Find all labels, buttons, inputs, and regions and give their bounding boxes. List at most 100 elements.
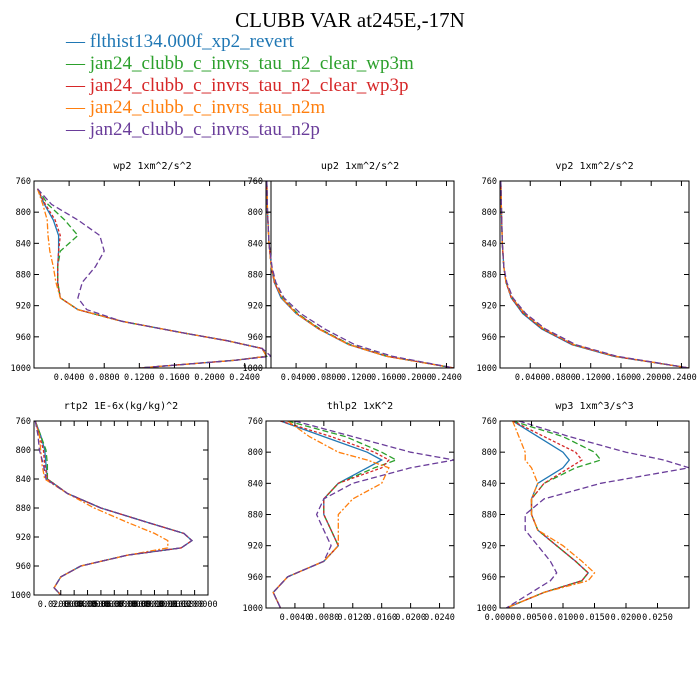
x-tick-label: 0.0900000 (131, 600, 177, 610)
series-line (266, 181, 454, 368)
y-tick-label: 1000 (477, 604, 497, 614)
plot-frame (33, 180, 272, 369)
x-tick-label: 0.2400 (229, 373, 260, 383)
y-tick-label: 1000 (243, 364, 263, 374)
x-tick-label: 0.1100000 (158, 600, 204, 610)
series-line (266, 181, 454, 368)
panel-title: up2 1xm^2/s^2 (321, 161, 399, 172)
y-tick-label: 800 (248, 448, 263, 458)
series-line (500, 181, 689, 368)
legend-label: jan24_clubb_c_invrs_tau_n2m (89, 97, 326, 118)
y-tick-label: 920 (248, 302, 263, 312)
x-tick-label: 0.0200 (611, 613, 642, 623)
x-tick-label: 0.2400 (431, 373, 462, 383)
y-tick-label: 920 (16, 302, 31, 312)
y-tick-label: 800 (482, 448, 497, 458)
series-line (500, 181, 689, 368)
series-line (36, 188, 268, 368)
series-line (506, 421, 590, 608)
x-tick-label: 0.0800 (89, 373, 120, 383)
series-line (34, 421, 193, 595)
x-tick-label: 0.1200 (575, 373, 606, 383)
x-tick-label: 0.0800 (311, 373, 342, 383)
legend-label: jan24_clubb_c_invrs_tau_n2p (89, 119, 320, 140)
chart-panel: rtp2 1E-6x(kg/kg)^2 760 800 840 880 920 960 100… (11, 401, 218, 610)
series-line (505, 421, 689, 608)
y-tick-label: 920 (248, 542, 263, 552)
legend-item: — jan24_clubb_c_invrs_tau_n2_clear_wp3m (66, 53, 414, 75)
legend-item: — jan24_clubb_c_invrs_tau_n2_clear_wp3p (66, 75, 414, 97)
y-tick-label: 880 (482, 271, 497, 281)
series-line (272, 421, 390, 608)
x-tick-label: 0.0200000 (38, 600, 84, 610)
x-tick-label: 0.0160 (366, 613, 397, 623)
y-tick-label: 760 (16, 417, 31, 427)
x-tick-label: 0.1600 (159, 373, 190, 383)
x-tick-label: 0.1200 (124, 373, 155, 383)
y-tick-label: 760 (482, 177, 497, 187)
x-tick-label: 0.1600 (371, 373, 402, 383)
x-tick-label: 0.0400 (515, 373, 546, 383)
chart-panel: wp2 1xm^2/s^2 760 800 840 880 920 960 1000 0.040… (11, 161, 272, 383)
y-tick-label: 960 (482, 573, 497, 583)
legend-swatch: — (66, 53, 90, 74)
y-tick-label: 960 (16, 333, 31, 343)
y-tick-label: 960 (482, 333, 497, 343)
x-tick-label: 0.0400 (281, 373, 312, 383)
y-tick-label: 800 (482, 208, 497, 218)
series-line (506, 421, 602, 608)
x-tick-label: 0.1200000 (172, 600, 218, 610)
y-tick-label: 840 (482, 239, 497, 249)
series-line (36, 188, 268, 368)
x-tick-label: 0.1000000 (145, 600, 191, 610)
y-tick-label: 1000 (243, 604, 263, 614)
chart-panel: wp3 1xm^3/s^3 760 800 840 880 920 960 10000.000… (477, 401, 690, 623)
plot-frame (265, 180, 455, 369)
x-tick-label: 0.0080 (308, 613, 339, 623)
x-tick-label: 0.0100 (548, 613, 579, 623)
x-tick-label: 0.0000 (485, 613, 516, 623)
x-tick-label: 0.0200 (395, 613, 426, 623)
x-tick-label: 0.2000 (636, 373, 667, 383)
chart-panel: thlp2 1xK^276080084088092096010000.00400… (243, 401, 455, 623)
series-line (34, 421, 193, 595)
y-tick-label: 840 (248, 239, 263, 249)
y-tick-label: 960 (16, 562, 31, 572)
series-line (500, 181, 689, 368)
x-tick-label: 0.2000 (401, 373, 432, 383)
y-tick-label: 960 (248, 333, 263, 343)
series-line (272, 421, 384, 608)
x-tick-label: 0.0150 (579, 613, 610, 623)
legend-item: — flthist134.000f_xp2_revert (66, 31, 414, 53)
y-tick-label: 760 (16, 177, 31, 187)
y-tick-label: 840 (16, 239, 31, 249)
series-line (266, 181, 454, 368)
x-tick-label: 0.0500000 (78, 600, 124, 610)
x-tick-label: 0.0800000 (118, 600, 164, 610)
y-tick-label: 840 (248, 479, 263, 489)
series-line (37, 188, 271, 368)
y-tick-label: 880 (16, 504, 31, 514)
y-tick-label: 800 (16, 208, 31, 218)
series-line (34, 421, 193, 595)
y-tick-label: 800 (16, 446, 31, 456)
y-tick-label: 1000 (477, 364, 497, 374)
x-tick-label: 0.0300000 (51, 600, 97, 610)
x-tick-label: 0.0800 (545, 373, 576, 383)
plot-frame (499, 420, 690, 609)
legend-label: flthist134.000f_xp2_revert (89, 31, 294, 52)
y-tick-label: 1000 (11, 364, 31, 374)
y-tick-label: 880 (16, 271, 31, 281)
series-line (506, 421, 596, 608)
legend-label: jan24_clubb_c_invrs_tau_n2_clear_wp3p (89, 75, 409, 96)
series-line (266, 181, 454, 368)
series-line (36, 188, 268, 368)
y-tick-label: 920 (16, 533, 31, 543)
series-line (272, 421, 390, 608)
x-tick-label: 0.0040 (280, 613, 311, 623)
chart-main-title: CLUBB VAR at245E,-17N (235, 8, 465, 32)
y-tick-label: 760 (248, 417, 263, 427)
legend-label: jan24_clubb_c_invrs_tau_n2_clear_wp3m (89, 53, 414, 74)
x-tick-label: 0.0700000 (105, 600, 151, 610)
